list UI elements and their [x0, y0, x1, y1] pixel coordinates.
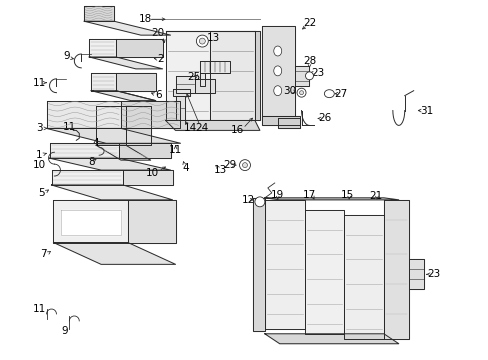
Polygon shape	[172, 89, 190, 96]
Polygon shape	[126, 105, 150, 145]
Text: 6: 6	[155, 90, 162, 100]
Polygon shape	[175, 96, 185, 121]
Polygon shape	[49, 143, 119, 158]
Text: 25: 25	[186, 72, 200, 82]
Text: 2: 2	[157, 54, 163, 64]
Text: 21: 21	[368, 191, 382, 201]
Ellipse shape	[242, 163, 247, 168]
Polygon shape	[121, 100, 180, 129]
Ellipse shape	[324, 90, 334, 98]
Polygon shape	[195, 79, 215, 93]
Text: 18: 18	[139, 14, 152, 24]
Ellipse shape	[196, 35, 208, 47]
Text: 28: 28	[302, 56, 315, 66]
Polygon shape	[252, 198, 264, 331]
Polygon shape	[383, 200, 408, 339]
Text: 13: 13	[206, 33, 220, 43]
Polygon shape	[91, 73, 116, 91]
Text: 12: 12	[241, 195, 254, 205]
Polygon shape	[89, 57, 163, 69]
Polygon shape	[264, 200, 304, 329]
Polygon shape	[210, 31, 254, 121]
Polygon shape	[262, 116, 299, 125]
Text: 9: 9	[63, 51, 70, 61]
Text: 31: 31	[419, 105, 432, 116]
Polygon shape	[53, 243, 175, 264]
Polygon shape	[91, 91, 155, 100]
Ellipse shape	[297, 88, 305, 97]
Polygon shape	[84, 21, 170, 35]
Text: 30: 30	[283, 86, 296, 96]
Polygon shape	[51, 185, 172, 200]
Text: 16: 16	[230, 125, 243, 135]
Polygon shape	[408, 260, 423, 289]
Polygon shape	[116, 39, 163, 57]
Text: 8: 8	[88, 157, 94, 167]
Polygon shape	[46, 129, 180, 143]
Text: 23: 23	[426, 269, 439, 279]
Text: 11: 11	[168, 145, 182, 155]
Text: 9: 9	[61, 326, 67, 336]
Text: 14: 14	[183, 123, 197, 134]
Text: 26: 26	[317, 113, 330, 123]
Text: 20: 20	[151, 28, 164, 38]
Polygon shape	[262, 26, 294, 116]
Polygon shape	[46, 100, 121, 129]
Polygon shape	[96, 105, 126, 145]
Ellipse shape	[299, 91, 303, 95]
Polygon shape	[165, 31, 210, 121]
Text: 19: 19	[270, 190, 284, 200]
Text: 4: 4	[182, 163, 188, 173]
Polygon shape	[89, 39, 116, 57]
Text: 15: 15	[340, 190, 353, 200]
Text: 10: 10	[33, 160, 46, 170]
Text: 24: 24	[195, 123, 208, 134]
Text: 17: 17	[302, 190, 315, 200]
Ellipse shape	[305, 72, 313, 80]
Text: 11: 11	[33, 78, 46, 88]
Polygon shape	[264, 334, 398, 344]
Text: 22: 22	[302, 18, 315, 28]
Text: 11: 11	[33, 304, 46, 314]
Polygon shape	[304, 210, 344, 334]
Text: 29: 29	[223, 160, 236, 170]
Polygon shape	[96, 145, 150, 160]
Ellipse shape	[273, 86, 281, 96]
Text: 7: 7	[40, 249, 47, 260]
Polygon shape	[122, 170, 172, 185]
Polygon shape	[344, 215, 383, 339]
Text: 13: 13	[213, 165, 226, 175]
Text: 4: 4	[93, 138, 99, 148]
Text: 27: 27	[334, 89, 347, 99]
Polygon shape	[264, 198, 398, 200]
Ellipse shape	[273, 46, 281, 56]
Text: 5: 5	[38, 188, 45, 198]
Polygon shape	[119, 143, 170, 158]
Polygon shape	[128, 200, 175, 243]
Polygon shape	[175, 76, 195, 93]
Polygon shape	[53, 200, 128, 243]
Polygon shape	[200, 73, 205, 86]
Polygon shape	[294, 66, 309, 86]
Text: 1: 1	[36, 150, 43, 160]
Polygon shape	[98, 147, 148, 158]
Polygon shape	[200, 61, 230, 73]
Ellipse shape	[254, 197, 264, 207]
Polygon shape	[165, 121, 259, 130]
Polygon shape	[49, 158, 170, 170]
Polygon shape	[254, 31, 259, 121]
Text: 23: 23	[310, 68, 324, 78]
Ellipse shape	[273, 66, 281, 76]
Ellipse shape	[239, 159, 250, 171]
Polygon shape	[51, 170, 122, 185]
Text: 11: 11	[62, 122, 76, 132]
Polygon shape	[277, 118, 299, 129]
Polygon shape	[116, 73, 155, 91]
Polygon shape	[84, 6, 114, 21]
Polygon shape	[61, 210, 121, 235]
Text: 3: 3	[36, 123, 43, 134]
Text: 10: 10	[146, 168, 159, 178]
Ellipse shape	[199, 38, 205, 44]
